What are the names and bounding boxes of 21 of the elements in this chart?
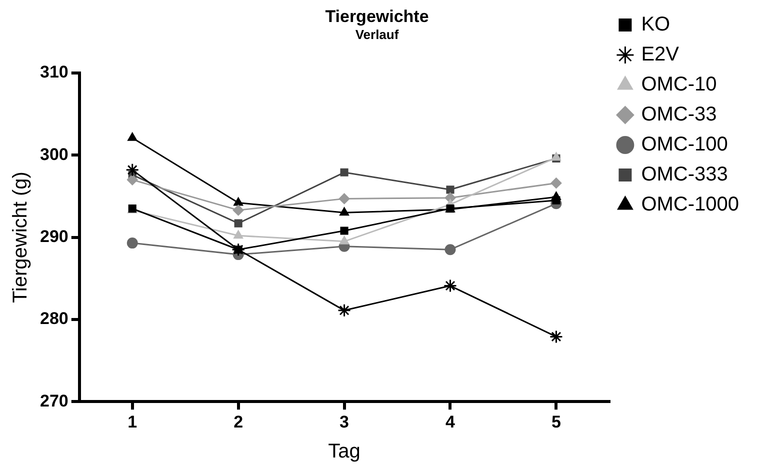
x-tick-label: 4: [446, 412, 456, 432]
chart-subtitle: Verlauf: [355, 26, 400, 42]
legend-label: E2V: [641, 44, 680, 66]
legend-label: OMC-33: [641, 104, 717, 126]
chart-title: Tiergewichte: [325, 6, 429, 26]
legend-label: OMC-100: [641, 134, 728, 156]
x-tick-label: 1: [128, 412, 138, 432]
legend-label: OMC-1000: [641, 194, 739, 216]
x-tick-label: 5: [551, 412, 561, 432]
legend-label: OMC-10: [641, 74, 717, 96]
y-tick-label: 300: [40, 144, 68, 164]
x-axis-title: Tag: [328, 440, 360, 463]
x-tick-label: 3: [340, 412, 350, 432]
y-tick-label: 280: [40, 309, 68, 328]
y-tick-label: 290: [40, 226, 68, 246]
legend-label: OMC-333: [641, 164, 728, 186]
y-axis-title: Tiergewicht (g): [10, 172, 32, 304]
y-tick-label: 310: [40, 62, 68, 82]
legend-label: KO: [641, 14, 670, 36]
x-tick-label: 2: [234, 412, 244, 432]
y-tick-label: 270: [40, 391, 68, 410]
